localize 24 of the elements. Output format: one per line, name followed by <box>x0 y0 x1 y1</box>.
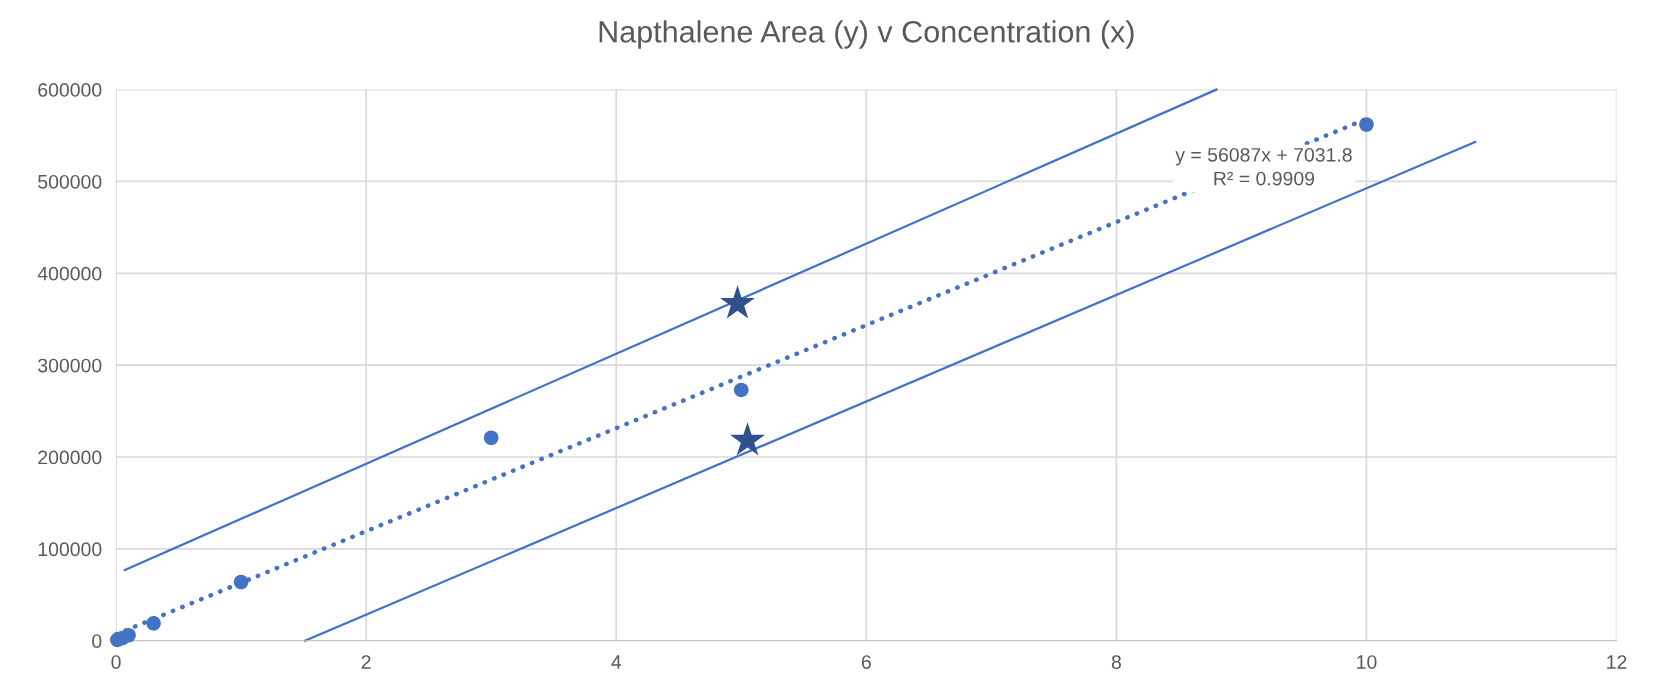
x-tick-label: 0 <box>111 655 121 669</box>
y-tick-label: 100000 <box>38 542 102 557</box>
x-tick-label: 10 <box>1357 655 1377 669</box>
y-tick-label: 600000 <box>38 83 102 97</box>
x-tick-label: 12 <box>1607 655 1627 669</box>
x-tick-label: 4 <box>611 655 622 669</box>
point <box>146 616 161 631</box>
point <box>733 382 749 398</box>
y-tick-label: 300000 <box>38 358 102 373</box>
y-tick-label: 200000 <box>38 450 102 465</box>
point <box>121 627 136 643</box>
y-tick-label: 400000 <box>37 266 102 281</box>
point <box>483 430 499 446</box>
point <box>720 285 755 319</box>
annotation: y = 56087x + 7031.8 R² = 0.9909 <box>1175 147 1352 186</box>
x-tick-label: 2 <box>361 655 371 669</box>
chart-title: Napthalene Area (y) v Concentration (x) <box>599 20 1134 49</box>
y-tick-label: 500000 <box>38 174 102 189</box>
point <box>730 422 765 456</box>
x-tick-label: 8 <box>1111 655 1121 669</box>
point <box>1359 117 1374 132</box>
y-tick-label: 0 <box>92 634 102 649</box>
point <box>233 574 249 590</box>
x-tick-label: 6 <box>861 655 871 669</box>
